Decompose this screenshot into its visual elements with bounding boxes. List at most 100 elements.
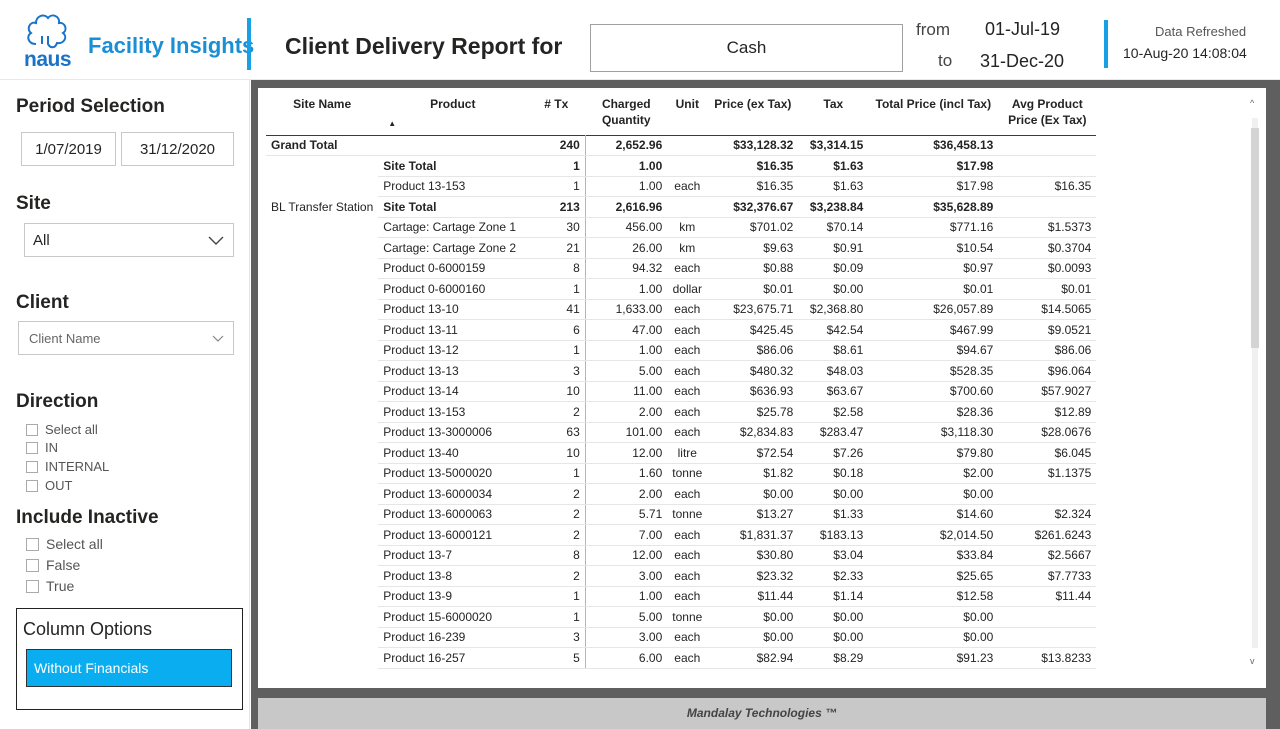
- table-row: Product 13-12 1 1.00 each $86.06 $8.61 $94.67 $…: [266, 340, 1097, 361]
- checkbox[interactable]: [26, 460, 38, 473]
- row-tax: $1.14: [798, 586, 869, 607]
- row-tax: $8.61: [798, 340, 869, 361]
- row-product: Product 13-153: [378, 401, 528, 423]
- row-qty: 94.32: [585, 258, 668, 279]
- without-financials-button[interactable]: Without Financials: [26, 649, 232, 687]
- filter-panel: Period Selection 1/07/2019 31/12/2020 Si…: [0, 80, 250, 729]
- col-header-charged-quantity[interactable]: Charged Quantity: [601, 97, 651, 127]
- include-inactive-title: Include Inactive: [16, 507, 159, 528]
- sort-ascending-icon[interactable]: ▲: [388, 119, 397, 128]
- grand-total-label: Grand Total: [266, 134, 528, 156]
- checkbox[interactable]: [26, 479, 38, 492]
- table-scrollbar[interactable]: ^ v: [1250, 98, 1260, 678]
- row-price: $636.93: [707, 381, 799, 402]
- row-qty: 12.00: [585, 442, 668, 464]
- checkbox[interactable]: [26, 558, 39, 572]
- site-dropdown-value: All: [33, 231, 50, 249]
- row-price: $16.35: [707, 176, 799, 197]
- logo-text: naus: [24, 48, 72, 71]
- row-product: Product 0-6000160: [378, 278, 528, 300]
- row-site-name: [266, 504, 378, 525]
- table-row: Product 0-6000160 1 1.00 dollar $0.01 $0.00 $0…: [266, 278, 1097, 300]
- row-product: Product 13-10: [378, 299, 528, 320]
- direction-option[interactable]: INTERNAL: [26, 459, 109, 474]
- row-qty: 5.71: [585, 504, 668, 525]
- col-header-avg-product-price[interactable]: Avg Product Price (Ex Tax): [1008, 97, 1087, 127]
- row-avg: $9.0521: [998, 319, 1097, 341]
- row-site-name: [266, 484, 378, 505]
- row-total: $700.60: [868, 381, 999, 402]
- row-unit: dollar: [667, 278, 708, 300]
- direction-option[interactable]: IN: [26, 440, 58, 455]
- col-header-site-name[interactable]: Site Name: [293, 97, 352, 111]
- inactive-option[interactable]: False: [26, 557, 80, 573]
- col-header-product[interactable]: Product ▲: [378, 88, 527, 135]
- row-tx: 6: [527, 319, 586, 341]
- checkbox[interactable]: [26, 537, 39, 551]
- col-header-price-ex-tax[interactable]: Price (ex Tax): [714, 97, 792, 111]
- scroll-up-icon[interactable]: ^: [1250, 98, 1255, 108]
- row-site-name: [266, 176, 378, 197]
- from-date: 01-Jul-19: [985, 19, 1061, 39]
- col-header-unit[interactable]: Unit: [675, 97, 699, 111]
- inactive-option[interactable]: True: [26, 578, 74, 594]
- client-dropdown[interactable]: Client Name: [18, 321, 234, 355]
- row-total: $25.65: [868, 565, 999, 587]
- grand-total-unit: [667, 134, 708, 156]
- row-unit: km: [667, 217, 708, 238]
- checkbox[interactable]: [26, 441, 38, 454]
- row-unit: each: [667, 483, 708, 505]
- col-header-tax[interactable]: Tax: [823, 97, 844, 111]
- table-header-row: Site Name Product ▲ # Tx Charged Quantity…: [266, 88, 1096, 135]
- row-tax: $1.63: [798, 176, 869, 197]
- period-end-input[interactable]: 31/12/2020: [121, 132, 234, 166]
- row-avg: $1.5373: [998, 217, 1097, 238]
- direction-option-label: Select all: [45, 422, 98, 437]
- row-product: Cartage: Cartage Zone 1: [378, 217, 528, 238]
- col-header-total-price[interactable]: Total Price (incl Tax): [875, 97, 992, 111]
- col-header-tx[interactable]: # Tx: [544, 97, 569, 111]
- row-site-name: [266, 648, 378, 669]
- row-unit: each: [667, 565, 708, 587]
- direction-option[interactable]: Select all: [26, 422, 98, 437]
- scroll-track[interactable]: [1252, 118, 1258, 648]
- row-tx: 2: [527, 401, 586, 423]
- period-start-input[interactable]: 1/07/2019: [21, 132, 116, 166]
- row-tx: 3: [527, 360, 586, 382]
- row-product: Product 13-6000121: [378, 524, 528, 546]
- row-tx: 2: [527, 565, 586, 587]
- table-row: Product 15-6000020 1 5.00 tonne $0.00 $0.00 $0…: [266, 606, 1097, 628]
- row-site-name: [266, 340, 378, 361]
- checkbox[interactable]: [26, 423, 38, 436]
- row-tax: $183.13: [798, 524, 869, 546]
- row-qty: 2.00: [585, 483, 668, 505]
- row-tax: $283.47: [798, 422, 869, 443]
- table-row: Product 13-8 2 3.00 each $23.32 $2.33 $25.65 $7…: [266, 565, 1097, 587]
- row-tx: 30: [527, 217, 586, 238]
- grand-total-total: $36,458.13: [868, 134, 999, 156]
- row-total: $91.23: [868, 647, 999, 669]
- table-row: Product 13-153 2 2.00 each $25.78 $2.58 $28.36…: [266, 401, 1097, 423]
- site-dropdown[interactable]: All: [24, 223, 234, 257]
- row-unit: each: [667, 340, 708, 361]
- row-qty: 47.00: [585, 319, 668, 341]
- table-row: Product 13-7 8 12.00 each $30.80 $3.04 $33.84 $…: [266, 545, 1097, 566]
- row-total: $0.01: [868, 278, 999, 300]
- scroll-thumb[interactable]: [1251, 128, 1259, 348]
- row-site-name: [266, 402, 378, 423]
- scroll-down-icon[interactable]: v: [1250, 656, 1255, 666]
- direction-title: Direction: [16, 391, 99, 412]
- table-row: Product 16-257 5 6.00 each $82.94 $8.29 $91.23…: [266, 647, 1097, 669]
- row-site-name: [266, 320, 378, 341]
- row-product: Product 13-11: [378, 319, 528, 341]
- row-tax: $1.33: [798, 504, 869, 525]
- row-total: $0.97: [868, 258, 999, 279]
- row-price: $82.94: [707, 647, 799, 669]
- row-qty: 1.00: [585, 278, 668, 300]
- direction-option[interactable]: OUT: [26, 478, 72, 493]
- row-price: $9.63: [707, 237, 799, 259]
- row-tax: $2.33: [798, 565, 869, 587]
- checkbox[interactable]: [26, 579, 39, 593]
- inactive-option[interactable]: Select all: [26, 536, 103, 552]
- footer-bar: Mandalay Technologies ™: [258, 698, 1266, 729]
